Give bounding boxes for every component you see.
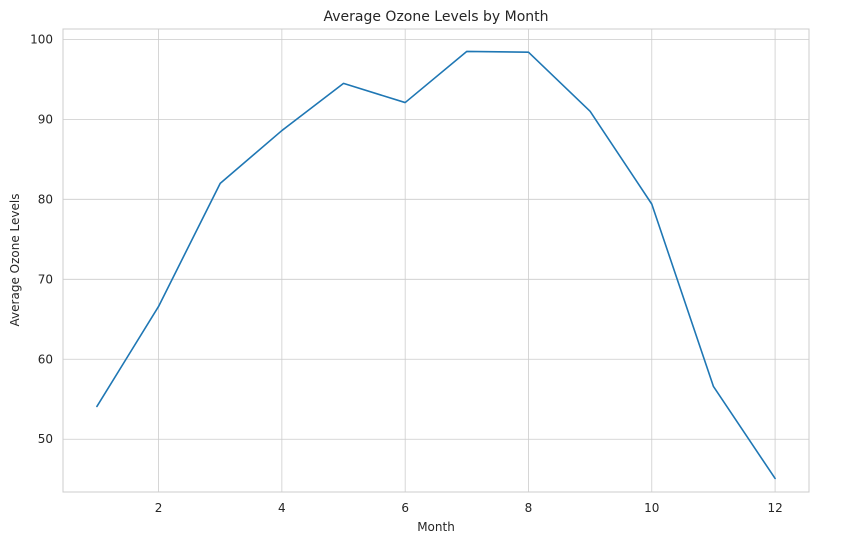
x-tick-label: 8 <box>525 501 533 515</box>
y-tick-label: 80 <box>38 192 53 206</box>
y-tick-label: 60 <box>38 352 53 366</box>
y-tick-label: 50 <box>38 432 53 446</box>
x-tick-label: 10 <box>644 501 659 515</box>
x-axis-label: Month <box>417 520 455 534</box>
y-tick-label: 70 <box>38 272 53 286</box>
plot-background <box>63 29 809 492</box>
x-tick-label: 2 <box>155 501 163 515</box>
x-gridlines <box>158 29 776 492</box>
x-tick-label: 12 <box>767 501 782 515</box>
y-tick-label: 100 <box>30 32 53 46</box>
x-tick-label: 4 <box>278 501 286 515</box>
y-axis-label: Average Ozone Levels <box>8 194 22 327</box>
x-tick-label: 6 <box>401 501 409 515</box>
series-group <box>96 50 776 480</box>
y-tick-label: 90 <box>38 112 53 126</box>
y-gridlines <box>63 38 809 440</box>
series-line <box>96 50 776 480</box>
x-tick-labels: 2 4 6 8 10 12 <box>155 501 783 515</box>
chart-title: Average Ozone Levels by Month <box>323 9 548 25</box>
y-tick-labels: 50 60 70 80 90 100 <box>30 32 53 446</box>
plot-frame <box>62 28 810 493</box>
